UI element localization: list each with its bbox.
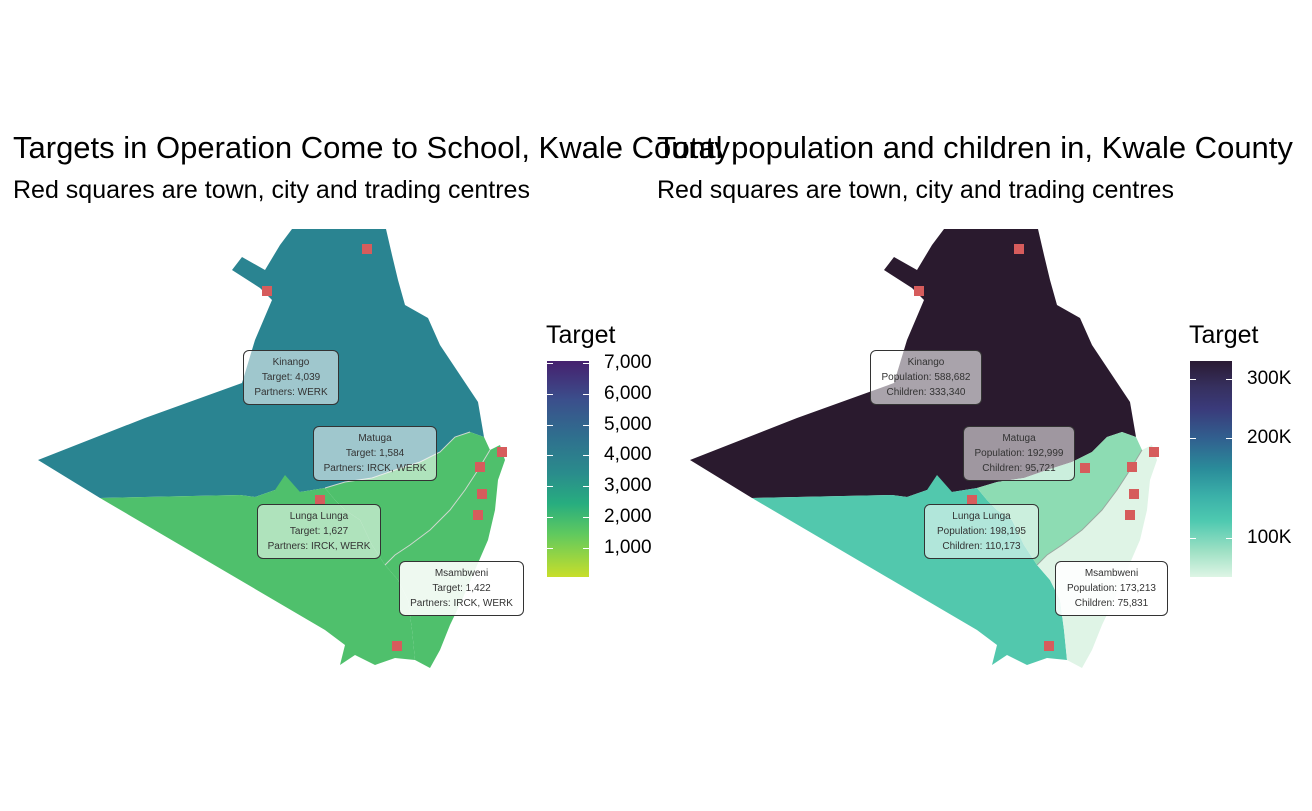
town-marker[interactable]	[1129, 489, 1139, 499]
legend-tick-label: 100K	[1247, 527, 1292, 548]
legend-tick-label: 4,000	[604, 444, 652, 465]
town-markers	[914, 244, 1159, 651]
legend-tick-label: 200K	[1247, 427, 1292, 448]
legend-tick-mark	[583, 455, 589, 456]
legend-tick-mark	[547, 394, 553, 395]
legend-tick-mark	[547, 548, 553, 549]
legend-tick-mark	[583, 486, 589, 487]
legend-title: Target	[1189, 321, 1259, 349]
legend-tick-mark	[547, 455, 553, 456]
legend-tick-mark	[1226, 538, 1232, 539]
legend-title: Target	[546, 321, 616, 349]
town-marker[interactable]	[1014, 244, 1024, 254]
town-marker[interactable]	[1125, 510, 1135, 520]
legend-tick-mark	[1226, 379, 1232, 380]
legend-tick-mark	[583, 363, 589, 364]
region-label-kinango: Kinango Population: 588,682 Children: 33…	[870, 350, 982, 405]
legend-tick-mark	[583, 394, 589, 395]
region-label-lunga-lunga: Lunga Lunga Population: 198,195 Children…	[924, 504, 1039, 559]
town-marker[interactable]	[497, 447, 507, 457]
legend-tick-mark	[1190, 538, 1196, 539]
region-label-matuga: Matuga Population: 192,999 Children: 95,…	[963, 426, 1075, 481]
map-subtitle: Red squares are town, city and trading c…	[13, 176, 530, 204]
legend-tick-mark	[1190, 379, 1196, 380]
legend-tick-label: 2,000	[604, 506, 652, 527]
town-marker[interactable]	[473, 510, 483, 520]
region-label-lunga-lunga: Lunga Lunga Target: 1,627 Partners: IRCK…	[257, 504, 381, 559]
town-marker[interactable]	[1127, 462, 1137, 472]
legend-tick-label: 3,000	[604, 475, 652, 496]
town-marker[interactable]	[1044, 641, 1054, 651]
targets-map-panel: Targets in Operation Come to School, Kwa…	[13, 130, 730, 668]
legend-tick-label: 1,000	[604, 537, 652, 558]
map-title: Targets in Operation Come to School, Kwa…	[13, 130, 730, 165]
map-subtitle: Red squares are town, city and trading c…	[657, 176, 1174, 204]
legend-color-bar	[1190, 361, 1232, 577]
legend-tick-mark	[583, 517, 589, 518]
town-marker[interactable]	[914, 286, 924, 296]
town-marker[interactable]	[477, 489, 487, 499]
legend-tick-mark	[547, 517, 553, 518]
legend-tick-mark	[547, 363, 553, 364]
town-marker[interactable]	[475, 462, 485, 472]
population-map-panel: Total population and children in, Kwale …	[656, 0, 1312, 811]
town-marker[interactable]	[392, 641, 402, 651]
legend-tick-label: 6,000	[604, 383, 652, 404]
legend-tick-mark	[547, 425, 553, 426]
legend-tick-label: 300K	[1247, 368, 1292, 389]
town-marker[interactable]	[967, 495, 977, 505]
legend-tick-mark	[583, 425, 589, 426]
town-marker[interactable]	[262, 286, 272, 296]
region-label-matuga: Matuga Target: 1,584 Partners: IRCK, WER…	[313, 426, 437, 481]
legend-tick-mark	[1226, 438, 1232, 439]
region-label-kinango: Kinango Target: 4,039 Partners: WERK	[243, 350, 339, 405]
town-markers	[262, 244, 507, 651]
legend-tick-mark	[547, 486, 553, 487]
town-marker[interactable]	[1080, 463, 1090, 473]
region-label-msambweni: Msambweni Target: 1,422 Partners: IRCK, …	[399, 561, 524, 616]
map-title: Total population and children in, Kwale …	[657, 130, 1293, 165]
legend-tick-label: 5,000	[604, 414, 652, 435]
town-marker[interactable]	[362, 244, 372, 254]
legend-tick-mark	[1190, 438, 1196, 439]
town-marker[interactable]	[1149, 447, 1159, 457]
legend-tick-mark	[583, 548, 589, 549]
legend-tick-label: 7,000	[604, 352, 652, 373]
legend-color-bar	[547, 361, 589, 577]
region-label-msambweni: Msambweni Population: 173,213 Children: …	[1055, 561, 1168, 616]
town-marker[interactable]	[315, 495, 325, 505]
